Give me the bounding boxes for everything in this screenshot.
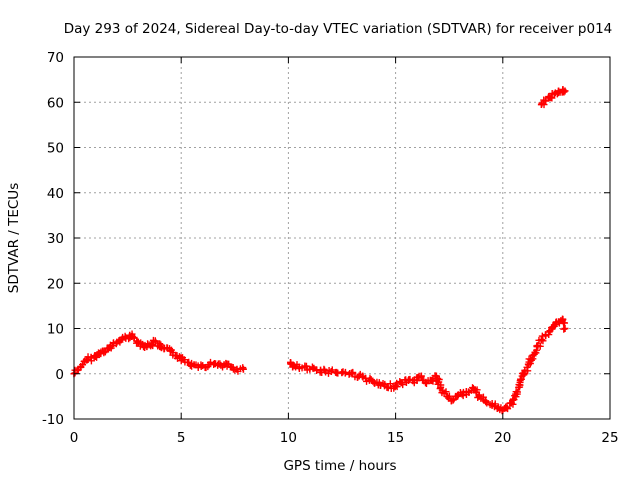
data-marker xyxy=(561,319,569,327)
x-tick-label: 0 xyxy=(70,430,79,446)
data-marker xyxy=(219,363,227,371)
data-marker xyxy=(390,384,398,392)
data-marker xyxy=(239,364,247,372)
data-marker xyxy=(293,361,301,369)
y-tick-label: 40 xyxy=(47,186,64,202)
series-2 xyxy=(287,315,569,415)
data-marker xyxy=(156,340,164,348)
data-marker xyxy=(303,366,311,374)
data-marker xyxy=(367,376,375,384)
data-marker xyxy=(175,353,183,361)
data-marker xyxy=(77,363,85,371)
data-marker xyxy=(559,86,567,94)
data-marker xyxy=(381,382,389,390)
chart-title: Day 293 of 2024, Sidereal Day-to-day VTE… xyxy=(64,21,613,37)
data-marker xyxy=(482,398,490,406)
series-1 xyxy=(70,330,247,378)
data-marker xyxy=(141,344,149,351)
data-marker xyxy=(231,366,239,374)
data-marker xyxy=(302,362,310,370)
data-marker xyxy=(93,353,101,361)
data-marker xyxy=(188,362,196,370)
data-marker xyxy=(536,342,544,350)
data-marker xyxy=(512,388,520,396)
x-tick-label: 20 xyxy=(494,430,511,446)
data-marker xyxy=(523,363,531,371)
y-tick-label: 20 xyxy=(47,276,64,292)
series-3 xyxy=(537,86,569,109)
y-tick-label: 30 xyxy=(47,231,64,247)
data-marker xyxy=(540,96,548,104)
data-marker xyxy=(140,343,148,351)
data-marker xyxy=(504,405,512,413)
data-marker xyxy=(287,360,295,368)
y-tick-label: 70 xyxy=(47,50,64,66)
data-marker xyxy=(450,395,458,403)
data-points xyxy=(70,86,569,415)
x-tick-label: 5 xyxy=(177,430,186,446)
data-marker xyxy=(81,357,89,365)
y-tick-label: 60 xyxy=(47,95,64,111)
x-tick-label: 15 xyxy=(387,430,404,446)
data-marker xyxy=(509,396,517,404)
y-tick-label: 50 xyxy=(47,141,64,157)
data-marker xyxy=(151,337,159,345)
data-marker xyxy=(469,384,477,392)
data-marker xyxy=(537,336,545,344)
data-marker xyxy=(399,381,407,389)
data-marker xyxy=(542,332,550,340)
data-marker xyxy=(560,325,568,333)
data-marker xyxy=(349,368,357,376)
data-marker xyxy=(548,325,556,333)
x-tick-label: 10 xyxy=(280,430,297,446)
data-marker xyxy=(313,367,321,375)
data-marker xyxy=(386,380,394,388)
data-marker xyxy=(442,388,450,396)
data-marker xyxy=(100,349,108,357)
data-marker xyxy=(229,365,237,373)
y-tick-label: 0 xyxy=(55,367,64,383)
x-tick-label: 25 xyxy=(601,430,618,446)
data-marker xyxy=(459,392,467,400)
data-marker xyxy=(552,318,560,326)
data-marker xyxy=(197,362,205,370)
data-marker xyxy=(434,374,442,382)
data-marker xyxy=(204,363,212,371)
data-marker xyxy=(517,375,525,383)
x-axis-label: GPS time / hours xyxy=(283,458,396,474)
data-marker xyxy=(101,348,109,356)
data-marker xyxy=(359,373,367,381)
data-marker xyxy=(545,328,553,336)
y-axis-label: SDTVAR / TECUs xyxy=(6,183,22,293)
axis-ticks: 0 5 10 15 20 25 -10 0 10 20 30 40 50 60 70 xyxy=(42,50,619,446)
y-tick-label: 10 xyxy=(47,322,64,338)
y-tick-label: -10 xyxy=(42,412,64,428)
data-marker xyxy=(469,384,477,392)
data-marker xyxy=(475,391,483,399)
data-marker xyxy=(149,341,157,349)
data-marker xyxy=(341,368,349,376)
